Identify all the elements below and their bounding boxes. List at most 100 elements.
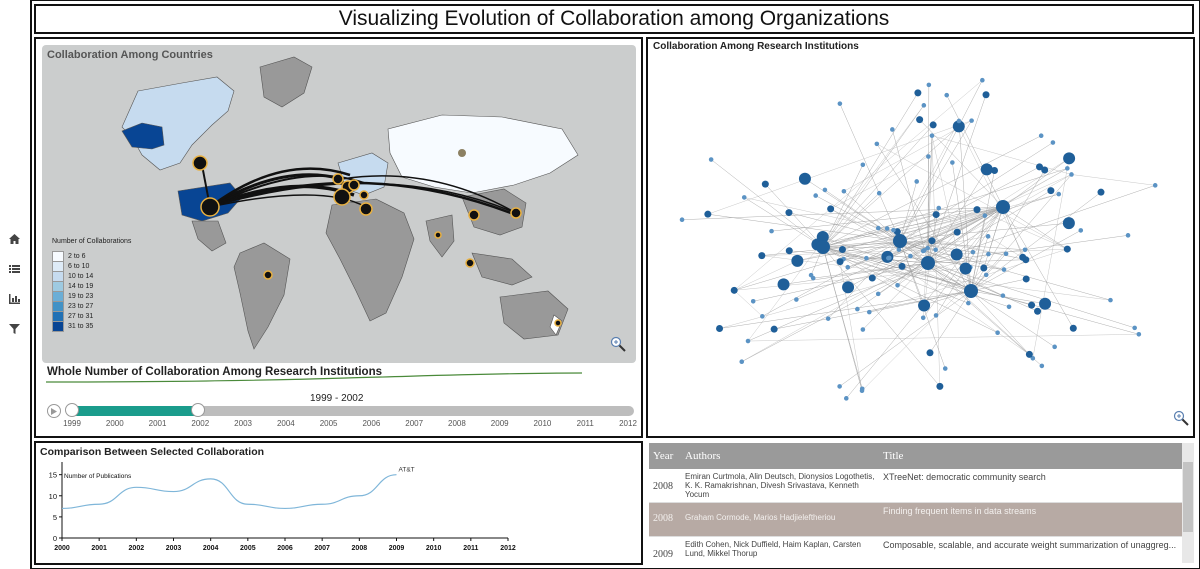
y-tick-label: 5 bbox=[53, 513, 57, 522]
x-tick-label: 2004 bbox=[203, 545, 219, 552]
australia-shape bbox=[499, 290, 569, 340]
x-tick-label: 2012 bbox=[500, 545, 516, 552]
x-tick-label: 2001 bbox=[91, 545, 107, 552]
y-axis-label: Number of Publications bbox=[64, 473, 132, 480]
year-range-label: 1999 - 2002 bbox=[310, 393, 364, 404]
year-tick-label[interactable]: 2000 bbox=[105, 419, 124, 428]
year-tick-label[interactable]: 2009 bbox=[490, 419, 509, 428]
header-authors[interactable]: Authors bbox=[681, 443, 879, 469]
legend-label: 6 to 10 bbox=[68, 262, 90, 270]
x-tick-label: 2008 bbox=[352, 545, 368, 552]
year-tick-label[interactable]: 2005 bbox=[319, 419, 338, 428]
x-tick-label: 2002 bbox=[129, 545, 145, 552]
legend-title: Number of Collaborations bbox=[52, 238, 132, 245]
mexico-shape bbox=[191, 220, 227, 252]
y-tick-label: 0 bbox=[53, 534, 57, 543]
whole-collab-sparkline bbox=[46, 372, 582, 383]
cell-authors: Graham Cormode, Marios Hadjieleftheriou bbox=[681, 502, 879, 537]
network-panel bbox=[646, 37, 1195, 438]
world-map[interactable] bbox=[42, 45, 636, 363]
legend-item: 19 to 23 bbox=[52, 290, 131, 302]
table-row[interactable]: 2009 Edith Cohen, Nick Duffield, Haim Ka… bbox=[649, 536, 1182, 563]
country-nodes bbox=[192, 149, 562, 327]
legend-label: 31 to 35 bbox=[68, 322, 94, 330]
bar-chart-icon[interactable] bbox=[6, 292, 22, 306]
africa-shape bbox=[325, 198, 415, 322]
year-tick-label[interactable]: 2008 bbox=[448, 419, 466, 428]
year-slider-track[interactable] bbox=[72, 406, 634, 416]
x-tick-label: 2007 bbox=[314, 545, 330, 552]
x-tick-label: 2005 bbox=[240, 545, 256, 552]
year-tick-label[interactable]: 2004 bbox=[276, 419, 295, 428]
x-tick-label: 2006 bbox=[277, 545, 293, 552]
table-scroll-thumb[interactable] bbox=[1183, 462, 1193, 532]
y-tick-label: 15 bbox=[49, 471, 57, 480]
legend-item: 31 to 35 bbox=[52, 320, 131, 332]
comparison-panel bbox=[34, 441, 643, 565]
year-tick-label[interactable]: 2012 bbox=[619, 419, 637, 428]
cell-year: 2008 bbox=[649, 469, 681, 503]
series-line bbox=[61, 474, 397, 510]
year-tick-label[interactable]: 2010 bbox=[533, 419, 552, 428]
year-slider-start-handle[interactable] bbox=[65, 403, 79, 417]
x-tick-label: 2010 bbox=[426, 545, 442, 552]
legend-label: 19 to 23 bbox=[68, 292, 94, 300]
legend-label: 2 to 6 bbox=[68, 252, 86, 260]
southeast-asia-shape bbox=[471, 252, 533, 286]
institution-network-graph[interactable] bbox=[648, 39, 1193, 436]
year-tick-label[interactable]: 2003 bbox=[234, 419, 252, 428]
legend-item: 6 to 10 bbox=[52, 260, 131, 272]
legend-label: 10 to 14 bbox=[68, 272, 94, 280]
legend-item: 23 to 27 bbox=[52, 300, 131, 312]
cell-year: 2008 bbox=[649, 502, 681, 537]
year-slider-fill bbox=[72, 406, 198, 416]
legend-label: 14 to 19 bbox=[68, 282, 94, 290]
network-edges bbox=[682, 80, 1156, 399]
x-tick-label: 2000 bbox=[54, 545, 70, 552]
series-label: AT&T bbox=[399, 467, 415, 474]
map-zoom-icon[interactable] bbox=[610, 336, 626, 352]
year-tick-label[interactable]: 2002 bbox=[191, 419, 210, 428]
year-tick-label[interactable]: 2007 bbox=[405, 419, 424, 428]
home-icon[interactable] bbox=[6, 232, 22, 246]
canada-shape bbox=[121, 76, 235, 171]
cell-authors: Emiran Curtmola, Alin Deutsch, Dionysios… bbox=[681, 469, 879, 503]
cell-authors: Edith Cohen, Nick Duffield, Haim Kaplan,… bbox=[681, 536, 879, 563]
china-shape bbox=[461, 188, 527, 236]
table-header-row: Year Authors Title bbox=[649, 443, 1182, 469]
whole-collab-title: Whole Number of Collaboration Among Rese… bbox=[47, 366, 383, 378]
play-button[interactable] bbox=[47, 404, 61, 418]
year-tick-label[interactable]: 2011 bbox=[576, 419, 594, 428]
year-slider-end-handle[interactable] bbox=[191, 403, 205, 417]
cell-title: Composable, scalable, and accurate weigh… bbox=[879, 536, 1182, 563]
page-title: Visualizing Evolution of Collaboration a… bbox=[34, 4, 1194, 34]
network-nodes[interactable] bbox=[679, 77, 1158, 401]
x-tick-label: 2011 bbox=[463, 545, 478, 552]
network-zoom-icon[interactable] bbox=[1173, 410, 1189, 426]
legend-item: 10 to 14 bbox=[52, 270, 131, 282]
table-row[interactable]: 2008 Emiran Curtmola, Alin Deutsch, Dion… bbox=[649, 469, 1182, 503]
table-row-selected[interactable]: 2008 Graham Cormode, Marios Hadjielefthe… bbox=[649, 502, 1182, 537]
year-tick-label[interactable]: 1999 bbox=[63, 419, 81, 428]
year-tick-label[interactable]: 2001 bbox=[148, 419, 167, 428]
x-tick-label: 2003 bbox=[166, 545, 182, 552]
filter-icon[interactable] bbox=[6, 322, 22, 336]
y-tick-label: 10 bbox=[49, 492, 57, 501]
publications-table: Year Authors Title 2008 Emiran Curtmola,… bbox=[649, 443, 1182, 563]
header-year[interactable]: Year bbox=[649, 443, 681, 469]
south-america-shape bbox=[233, 242, 291, 350]
comparison-line-chart[interactable]: 2000 2001 2002 2003 2004 2005 2006 2007 2008 2009… bbox=[38, 458, 638, 558]
map-title: Collaboration Among Countries bbox=[47, 49, 213, 61]
header-title[interactable]: Title bbox=[879, 443, 1182, 469]
x-tick-label: 2009 bbox=[389, 545, 405, 552]
cell-title: XTreeNet: democratic community search bbox=[879, 469, 1182, 503]
sidebar bbox=[0, 0, 32, 569]
legend-label: 27 to 31 bbox=[68, 312, 94, 320]
legend-label: 23 to 27 bbox=[68, 302, 94, 310]
year-tick-label[interactable]: 2006 bbox=[362, 419, 381, 428]
network-title: Collaboration Among Research Institution… bbox=[653, 41, 859, 52]
comparison-title: Comparison Between Selected Collaboratio… bbox=[40, 446, 265, 458]
legend-item: 2 to 6 bbox=[52, 250, 131, 262]
list-icon[interactable] bbox=[6, 262, 22, 276]
alaska-shape bbox=[121, 122, 165, 150]
